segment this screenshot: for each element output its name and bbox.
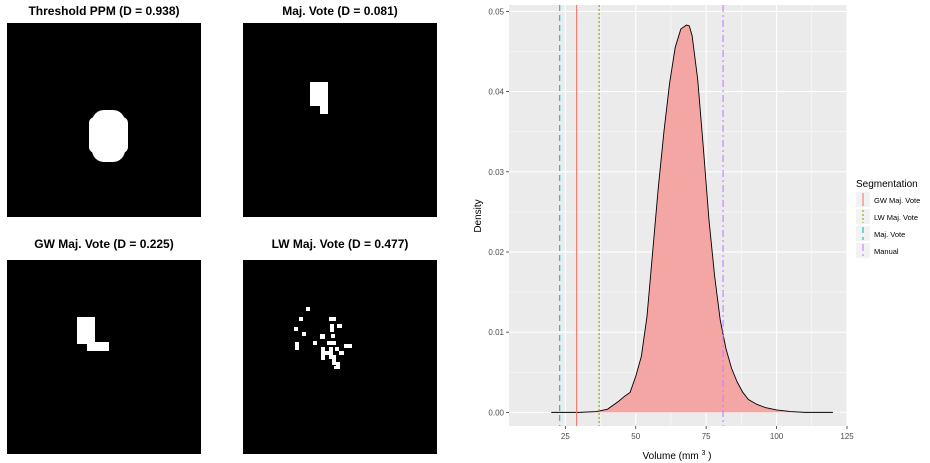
- legend-key: [856, 192, 870, 207]
- y-tick-label: 0.03: [488, 168, 504, 177]
- panel-title-lw-majvote: LW Maj. Vote (D = 0.477): [271, 237, 409, 251]
- x-axis-label: Volume (mm 3 ): [643, 447, 712, 462]
- x-tick-label: 125: [840, 432, 854, 441]
- panel-title-gw-majvote: GW Maj. Vote (D = 0.225): [34, 237, 174, 251]
- legend-key: [856, 226, 870, 241]
- legend: GW Maj. Vote LW Maj. Vote Maj. Vote Manual: [856, 192, 920, 258]
- y-axis-label: Density: [473, 199, 484, 232]
- panel-title-majvote: Maj. Vote (D = 0.081): [282, 4, 398, 18]
- segmentation-image-gw-majvote: [7, 260, 201, 454]
- legend-key: [856, 243, 870, 258]
- reference-lines: [559, 5, 724, 426]
- legend-label: LW Maj. Vote: [874, 213, 918, 222]
- segmentation-image-majvote: [243, 23, 437, 217]
- density-area: [551, 24, 833, 413]
- legend-label: Maj. Vote: [874, 230, 905, 239]
- density-line: [551, 24, 833, 413]
- y-tick-label: 0.05: [488, 7, 504, 16]
- y-tick-label: 0.04: [488, 88, 504, 97]
- x-axis-label-end: ): [708, 451, 711, 462]
- x-tick-label: 100: [770, 432, 784, 441]
- segmentation-image-lw-majvote: [243, 260, 437, 454]
- axes: 25 50 75 100 125 0.00 0.01 0.02 0.03 0.04 0.05: [488, 7, 854, 441]
- panel-title-threshold: Threshold PPM (D = 0.938): [28, 4, 180, 18]
- legend-title: Segmentation: [856, 179, 918, 190]
- x-tick-label: 50: [631, 432, 640, 441]
- y-tick-label: 0.01: [488, 328, 504, 337]
- x-tick-label: 25: [561, 432, 570, 441]
- legend-label: Manual: [874, 247, 899, 256]
- segmentation-image-threshold: [7, 23, 201, 217]
- density-fill: [551, 25, 833, 413]
- grid: [509, 5, 848, 426]
- y-tick-label: 0.00: [488, 408, 504, 417]
- plot-background: [509, 5, 847, 426]
- x-axis-label-superscript: 3: [701, 450, 705, 457]
- legend-key: [856, 209, 870, 224]
- x-tick-label: 75: [702, 432, 711, 441]
- y-tick-label: 0.02: [488, 248, 504, 257]
- x-axis-label-main: Volume (mm: [643, 451, 699, 462]
- legend-label: GW Maj. Vote: [874, 196, 920, 205]
